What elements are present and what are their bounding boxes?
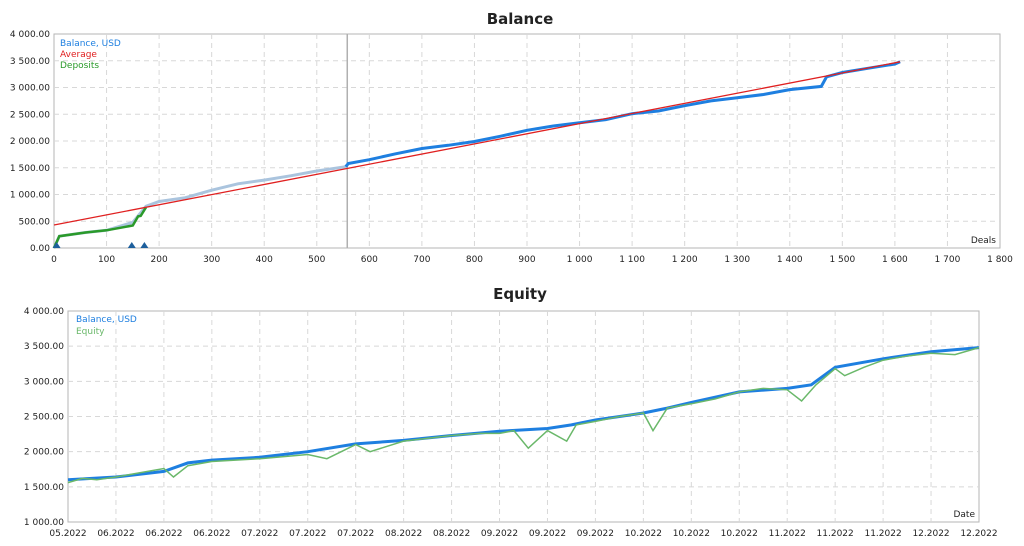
deposit-marker	[140, 242, 149, 248]
x-tick-label: 1 000	[567, 255, 593, 265]
x-tick-label: 1 300	[724, 255, 750, 265]
x-tick-label: 06.2022	[145, 529, 182, 539]
x-tick-label: 07.2022	[241, 529, 278, 539]
legend-entry: Balance, USD	[60, 39, 121, 49]
x-tick-label: 1 200	[672, 255, 698, 265]
equity-chart-title: Equity	[493, 285, 547, 303]
deposits-line	[52, 206, 148, 249]
deposit-marker	[52, 242, 61, 248]
x-tick-label: 500	[308, 255, 325, 265]
y-tick-label: 1 500.00	[10, 164, 50, 174]
x-tick-label: 12.2022	[960, 529, 997, 539]
x-tick-label: 1 100	[619, 255, 645, 265]
x-tick-label: 300	[203, 255, 220, 265]
legend-entry: Average	[60, 50, 97, 60]
x-tick-label: 08.2022	[433, 529, 470, 539]
average-line	[53, 61, 901, 226]
x-tick-label: 100	[98, 255, 115, 265]
x-tick-label: 12.2022	[912, 529, 949, 539]
x-tick-label: 09.2022	[529, 529, 566, 539]
x-tick-label: 1 800	[987, 255, 1013, 265]
equity-chart: 1 000.00 1 500.00 2 000.00 2 500.00 3 000.00…	[24, 307, 998, 539]
y-tick-label: 1 000.00	[24, 518, 64, 528]
x-tick-label: 09.2022	[577, 529, 614, 539]
y-tick-label: 4 000.00	[24, 307, 64, 317]
x-tick-label: 1 400	[777, 255, 803, 265]
x-tick-label: 06.2022	[97, 529, 134, 539]
balance-line	[67, 346, 980, 482]
x-tick-label: 400	[256, 255, 273, 265]
x-tick-label: 07.2022	[337, 529, 374, 539]
y-tick-label: 1 500.00	[24, 483, 64, 493]
y-tick-label: 1 000.00	[10, 191, 50, 201]
y-tick-label: 4 000.00	[10, 30, 50, 40]
balance-chart: 0.00 500.00 1 000.00 1 500.00 2 000.00 2 500.…	[10, 30, 1013, 265]
x-tick-label: 200	[151, 255, 168, 265]
x-tick-label: 06.2022	[193, 529, 230, 539]
y-tick-label: 3 500.00	[24, 342, 64, 352]
y-tick-label: 3 000.00	[10, 84, 50, 94]
legend-entry: Balance, USD	[76, 315, 137, 325]
x-tick-label: 11.2022	[817, 529, 854, 539]
deposit-marker	[127, 242, 136, 248]
x-tick-label: 11.2022	[769, 529, 806, 539]
x-tick-label: 900	[518, 255, 535, 265]
y-tick-label: 2 500.00	[10, 110, 50, 120]
x-tick-label: 10.2022	[721, 529, 758, 539]
x-axis-label: Deals	[971, 236, 996, 246]
x-tick-label: 08.2022	[385, 529, 422, 539]
x-tick-label: 10.2022	[673, 529, 710, 539]
x-tick-label: 05.2022	[49, 529, 86, 539]
equity-line	[67, 346, 980, 484]
x-tick-label: 11.2022	[864, 529, 901, 539]
legend-entry: Deposits	[60, 61, 99, 71]
x-tick-label: 1 700	[935, 255, 961, 265]
balance-chart-title: Balance	[486, 10, 554, 28]
x-tick-label: 1 500	[829, 255, 855, 265]
y-tick-label: 0.00	[30, 244, 50, 254]
x-tick-label: 09.2022	[481, 529, 518, 539]
y-tick-label: 3 000.00	[24, 377, 64, 387]
y-tick-label: 2 000.00	[10, 137, 50, 147]
legend-entry: Equity	[76, 327, 105, 337]
y-tick-label: 500.00	[19, 217, 51, 227]
x-tick-label: 1 600	[882, 255, 908, 265]
x-axis-label: Date	[953, 510, 975, 520]
y-tick-label: 3 500.00	[10, 57, 50, 67]
x-tick-label: 10.2022	[625, 529, 662, 539]
y-tick-label: 2 000.00	[24, 448, 64, 458]
x-tick-label: 800	[466, 255, 483, 265]
x-tick-label: 0	[51, 255, 57, 265]
x-tick-label: 600	[361, 255, 378, 265]
y-tick-label: 2 500.00	[24, 413, 64, 423]
x-tick-label: 700	[413, 255, 430, 265]
x-tick-label: 07.2022	[289, 529, 326, 539]
